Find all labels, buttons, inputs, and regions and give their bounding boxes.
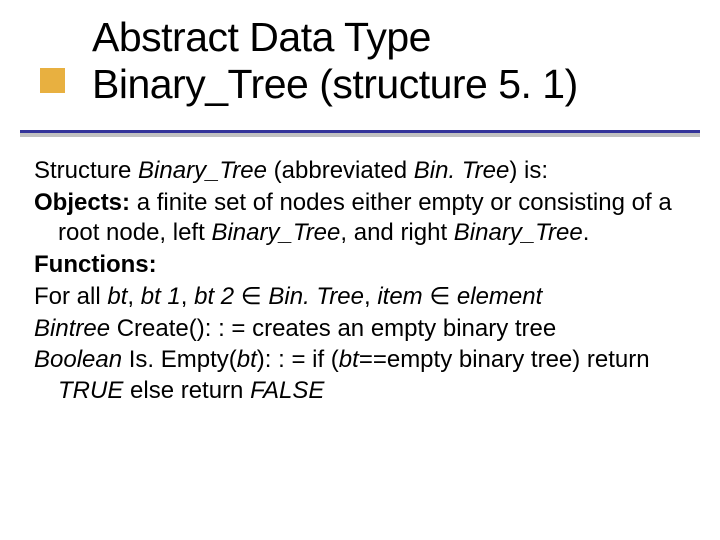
slide-title: Abstract Data Type Binary_Tree (structur… xyxy=(92,14,687,108)
title-line-2: Binary_Tree (structure 5. 1) xyxy=(92,61,687,108)
slide-body: Structure Binary_Tree (abbreviated Bin. … xyxy=(34,156,686,408)
line-objects: Objects: a finite set of nodes either em… xyxy=(34,188,686,249)
title-line-1: Abstract Data Type xyxy=(92,14,431,60)
line-create: Bintree Create(): : = creates an empty b… xyxy=(34,314,686,345)
bullet-accent-square xyxy=(40,68,65,93)
slide: Abstract Data Type Binary_Tree (structur… xyxy=(0,0,720,540)
line-structure: Structure Binary_Tree (abbreviated Bin. … xyxy=(34,156,686,187)
line-functions-label: Functions: xyxy=(34,250,686,281)
line-isempty: Boolean Is. Empty(bt): : = if (bt==empty… xyxy=(34,345,686,406)
title-underline xyxy=(20,130,700,140)
line-forall: For all bt, bt 1, bt 2 ∈ Bin. Tree, item… xyxy=(34,282,686,313)
